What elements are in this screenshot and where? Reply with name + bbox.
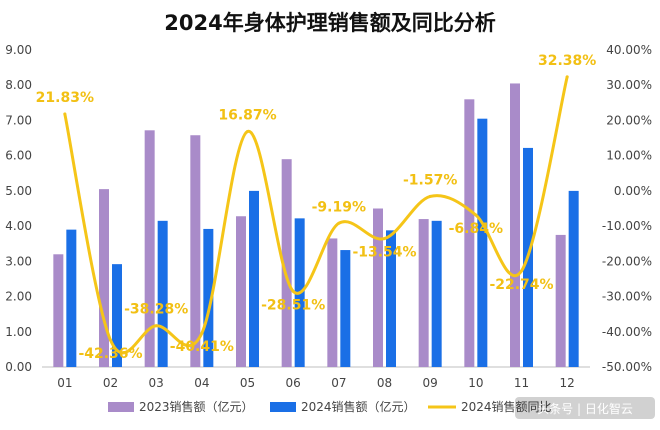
x-tick-label: 11 bbox=[514, 376, 529, 390]
y-right-tick-label: -50.00% bbox=[602, 360, 652, 374]
y-right-tick-label: 30.00% bbox=[606, 78, 652, 92]
yoy-data-label: -6.84% bbox=[449, 221, 503, 237]
yoy-data-label: -40.41% bbox=[170, 339, 234, 355]
legend-label-2023: 2023销售额（亿元） bbox=[139, 399, 254, 414]
legend-label-2024: 2024销售额（亿元） bbox=[301, 399, 416, 414]
yoy-data-label: -22.74% bbox=[489, 277, 553, 293]
bar-2023 bbox=[555, 234, 566, 367]
x-tick-label: 08 bbox=[377, 376, 392, 390]
y-left-tick-label: 5.00 bbox=[5, 184, 32, 198]
y-left-tick-label: 4.00 bbox=[5, 219, 32, 233]
y-right-tick-label: 0.00% bbox=[614, 184, 652, 198]
y-left-tick-label: 6.00 bbox=[5, 149, 32, 163]
y-right-tick-label: -40.00% bbox=[602, 325, 652, 339]
bar-2024 bbox=[431, 220, 442, 367]
bar-2023 bbox=[99, 189, 109, 367]
x-tick-label: 02 bbox=[103, 376, 118, 390]
y-left-tick-label: 3.00 bbox=[5, 254, 32, 268]
bar-2023 bbox=[144, 130, 155, 367]
bar-2023 bbox=[510, 83, 520, 367]
data-labels-group: 21.83% -42.36% -38.28% -40.41% 16.87% -28.51%… bbox=[36, 53, 597, 362]
chart-title: 2024年身体护理销售额及同比分析 bbox=[164, 11, 495, 35]
bar-2024 bbox=[203, 228, 214, 367]
yoy-data-label: 21.83% bbox=[36, 90, 94, 106]
line-group bbox=[63, 75, 569, 355]
yoy-data-label: -1.57% bbox=[403, 172, 457, 188]
legend-swatch-2024 bbox=[270, 402, 296, 412]
x-tick-label: 01 bbox=[57, 376, 72, 390]
legend-swatch-2023 bbox=[108, 402, 134, 412]
yoy-data-label: 16.87% bbox=[218, 107, 276, 123]
yoy-point bbox=[474, 213, 478, 217]
x-tick-label: 09 bbox=[423, 376, 438, 390]
bar-2023 bbox=[418, 219, 429, 367]
x-tick-label: 03 bbox=[149, 376, 164, 390]
y-left-tick-label: 1.00 bbox=[5, 325, 32, 339]
x-tick-label: 04 bbox=[194, 376, 209, 390]
y-left-tick-label: 8.00 bbox=[5, 78, 32, 92]
watermark: 头条号 | 日化智云 bbox=[515, 397, 655, 419]
bar-2023 bbox=[373, 208, 383, 367]
bar-2023 bbox=[53, 254, 64, 367]
yoy-point bbox=[565, 75, 569, 79]
yoy-point bbox=[63, 112, 67, 116]
legend: 2023销售额（亿元） 2024销售额（亿元） 2024销售额同比 bbox=[108, 399, 552, 414]
y-right-tick-label: 40.00% bbox=[606, 43, 652, 57]
yoy-point bbox=[154, 324, 158, 328]
y-right-tick-label: 10.00% bbox=[606, 149, 652, 163]
bar-2023 bbox=[190, 135, 201, 367]
yoy-point bbox=[246, 129, 249, 133]
bar-2024 bbox=[157, 220, 168, 367]
bar-2024 bbox=[112, 264, 122, 367]
yoy-data-label: -38.28% bbox=[124, 302, 188, 318]
bar-2024 bbox=[340, 250, 351, 367]
watermark-text: 头条号 | 日化智云 bbox=[537, 401, 633, 416]
x-tick-label: 05 bbox=[240, 376, 255, 390]
yoy-data-label: 32.38% bbox=[538, 53, 596, 69]
y-left-tick-label: 7.00 bbox=[5, 113, 32, 127]
yoy-point bbox=[337, 221, 341, 225]
bar-2024 bbox=[477, 118, 488, 367]
yoy-data-label: -13.54% bbox=[352, 245, 416, 261]
x-tick-label: 06 bbox=[286, 376, 301, 390]
bar-2023 bbox=[464, 99, 475, 368]
yoy-point bbox=[383, 237, 386, 241]
yoy-point bbox=[520, 269, 523, 273]
bar-2023 bbox=[327, 238, 338, 367]
y-left-tick-label: 9.00 bbox=[5, 43, 32, 57]
yoy-point bbox=[109, 338, 112, 342]
yoy-point bbox=[428, 194, 432, 198]
axes-group: 0.00 1.00 2.00 3.00 4.00 5.00 6.00 7.00 8.00 9.00… bbox=[5, 43, 652, 390]
bar-2023 bbox=[236, 216, 246, 367]
yoy-point bbox=[291, 289, 295, 293]
y-left-tick-label: 2.00 bbox=[5, 290, 32, 304]
y-right-tick-label: -20.00% bbox=[602, 254, 652, 268]
x-tick-label: 07 bbox=[331, 376, 346, 390]
bar-2024 bbox=[66, 229, 77, 367]
x-tick-label: 12 bbox=[560, 376, 575, 390]
yoy-point bbox=[200, 331, 204, 335]
yoy-data-label: -42.36% bbox=[78, 346, 142, 362]
bar-2024 bbox=[386, 230, 396, 367]
y-right-tick-label: -30.00% bbox=[602, 290, 652, 304]
bar-2024 bbox=[249, 190, 259, 367]
y-right-tick-label: 20.00% bbox=[606, 113, 652, 127]
bar-2024 bbox=[568, 190, 579, 367]
y-left-tick-label: 0.00 bbox=[5, 360, 32, 374]
y-right-tick-label: -10.00% bbox=[602, 219, 652, 233]
legend-label-yoy: 2024销售额同比 bbox=[461, 399, 552, 414]
x-tick-label: 10 bbox=[468, 376, 483, 390]
bar-2023 bbox=[281, 159, 292, 367]
yoy-data-label: -28.51% bbox=[261, 297, 325, 313]
yoy-data-label: -9.19% bbox=[312, 199, 366, 215]
watermark-backdrop bbox=[515, 397, 655, 419]
